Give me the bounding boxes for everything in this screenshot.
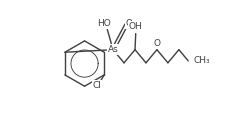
Text: O: O — [153, 39, 160, 48]
Text: HO: HO — [96, 19, 110, 28]
Text: O: O — [125, 19, 132, 28]
Text: CH₃: CH₃ — [192, 56, 209, 65]
Text: As: As — [107, 45, 118, 54]
Text: OH: OH — [128, 22, 142, 31]
Text: Cl: Cl — [92, 81, 101, 90]
